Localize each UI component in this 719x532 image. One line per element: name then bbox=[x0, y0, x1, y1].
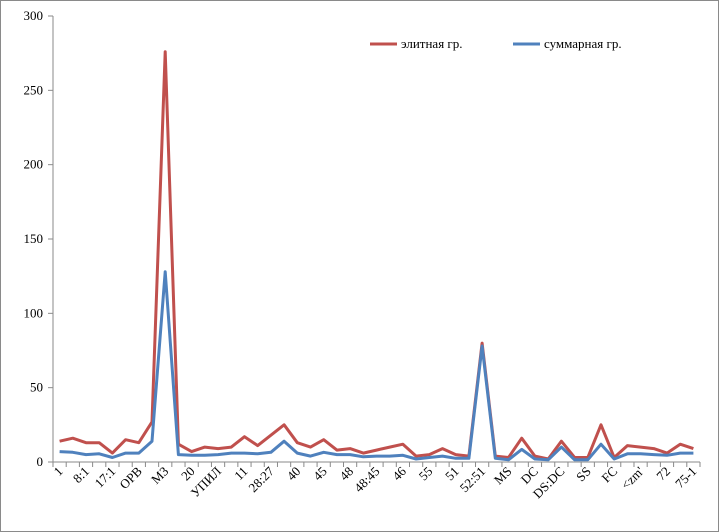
y-tick-label: 250 bbox=[24, 82, 44, 97]
x-tick-label: 75-1 bbox=[672, 464, 699, 491]
plot-area bbox=[59, 50, 694, 462]
x-tick-label: 17:1 bbox=[92, 464, 119, 491]
x-tick-label: 72 bbox=[653, 464, 673, 484]
x-tick-label: 1 bbox=[51, 464, 66, 479]
y-tick-label: 150 bbox=[24, 231, 44, 246]
x-tick-label: 48 bbox=[336, 464, 356, 484]
x-tick-label: MS bbox=[491, 464, 515, 488]
x-tick-label: 45 bbox=[310, 464, 330, 484]
y-tick-label: 50 bbox=[30, 380, 43, 395]
x-tick-label: SS bbox=[573, 464, 594, 485]
legend-label-1: элитная гр. bbox=[401, 36, 463, 51]
x-tick-label: 52:51 bbox=[457, 464, 489, 496]
x-tick-label: 28:27 bbox=[245, 463, 277, 495]
x-tick-label: <zm' bbox=[618, 464, 647, 493]
y-tick-label: 200 bbox=[24, 157, 44, 172]
legend-label-2: суммарная гр. bbox=[544, 36, 622, 51]
x-tick-label: OPB bbox=[116, 463, 145, 492]
x-tick-label: M3 bbox=[148, 464, 171, 487]
y-tick-label: 0 bbox=[37, 454, 44, 469]
series-line-2 bbox=[59, 270, 694, 462]
x-tick-label: 51 bbox=[442, 464, 462, 484]
x-tick-label: УПИЛ bbox=[188, 463, 225, 500]
x-tick-label: 20 bbox=[178, 464, 198, 484]
y-tick-label: 300 bbox=[24, 8, 44, 23]
x-tick-label: 8:1 bbox=[70, 464, 92, 486]
y-tick-label: 100 bbox=[24, 305, 44, 320]
legend: элитная гр. суммарная гр. bbox=[370, 36, 622, 51]
x-tick-label: 48:45 bbox=[351, 464, 383, 496]
x-tick-label: 40 bbox=[284, 464, 304, 484]
x-tick-label: 11 bbox=[231, 464, 250, 483]
x-tick-label: 55 bbox=[416, 464, 436, 484]
y-axis: 0 50 100 150 200 250 300 bbox=[24, 8, 54, 469]
x-tick-label: 46 bbox=[389, 463, 409, 483]
x-tick-label: FC bbox=[598, 464, 620, 486]
